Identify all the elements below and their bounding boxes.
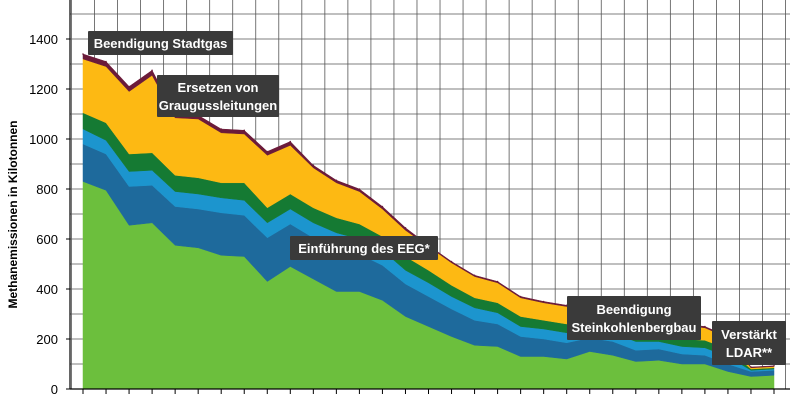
annotation-3: Einführung des EEG* <box>290 236 438 260</box>
data-point <box>519 295 522 298</box>
annotation-5: Verstärkt LDAR** <box>712 321 786 365</box>
data-point <box>496 280 499 283</box>
data-point <box>542 300 545 303</box>
data-point <box>704 325 706 328</box>
y-tick-label: 1400 <box>29 32 58 47</box>
data-point <box>151 69 153 72</box>
y-tick-label: 0 <box>51 382 58 397</box>
data-point <box>266 150 269 153</box>
data-point <box>243 129 246 132</box>
data-point <box>773 364 775 367</box>
y-axis-label: Methanemissionen in Kilotonnen <box>6 120 20 308</box>
axis-layer: 0 200 400 600 800 1000 1200 1400 Methanemissione… <box>6 0 790 397</box>
annotation-4: Beendigung Steinkohlenbergbau <box>567 296 701 340</box>
annotation-text: Verstärkt LDAR** <box>721 327 777 360</box>
data-point <box>82 53 84 55</box>
data-point <box>220 128 222 130</box>
annotation-box <box>567 296 701 340</box>
data-point <box>335 179 338 182</box>
annotation-2: Ersetzen von Graugussleitungen <box>157 75 279 117</box>
annotation-1: Beendigung Stadtgas <box>88 31 233 55</box>
data-point <box>404 226 407 229</box>
annotation-text: Einführung des EEG* <box>298 241 430 256</box>
y-tick-label: 200 <box>36 332 58 347</box>
data-point <box>289 140 292 143</box>
annotation-text: Ersetzen von Graugussleitungen <box>159 80 278 113</box>
data-point <box>105 60 107 63</box>
annotation-layer: Beendigung Stadtgas Ersetzen von Graugussl… <box>88 31 786 365</box>
data-point <box>128 85 130 88</box>
data-point <box>750 366 752 368</box>
y-tick-label: 600 <box>36 232 58 247</box>
data-point <box>381 205 384 208</box>
data-point <box>358 188 361 190</box>
annotation-box <box>157 75 279 117</box>
y-tick-label: 800 <box>36 182 58 197</box>
y-tick-label: 400 <box>36 282 58 297</box>
data-point <box>473 274 476 277</box>
y-tick-label: 1200 <box>29 82 58 97</box>
data-point <box>312 164 315 167</box>
y-tick-label: 1000 <box>29 132 58 147</box>
annotation-box <box>712 321 786 365</box>
annotation-text: Beendigung Steinkohlenbergbau <box>572 302 697 335</box>
annotation-box <box>88 31 233 55</box>
annotation-box <box>290 236 438 260</box>
annotation-text: Beendigung Stadtgas <box>94 36 228 51</box>
data-point <box>450 260 453 263</box>
